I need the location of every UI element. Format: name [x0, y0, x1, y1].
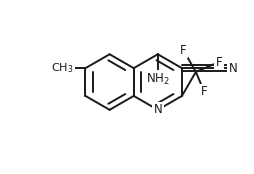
Text: N: N	[229, 62, 238, 75]
Text: NH$_2$: NH$_2$	[146, 72, 170, 87]
Text: N: N	[153, 103, 162, 116]
Text: F: F	[180, 44, 187, 57]
Text: CH$_3$: CH$_3$	[51, 61, 73, 75]
Text: F: F	[215, 56, 222, 69]
Text: F: F	[201, 85, 208, 98]
